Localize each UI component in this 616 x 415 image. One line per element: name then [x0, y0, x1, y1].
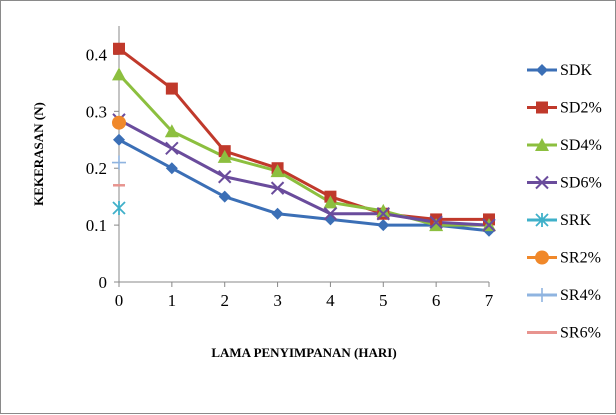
legend-label: SRK	[560, 212, 592, 229]
legend-marker	[536, 101, 548, 114]
x-axis-title: LAMA PENYIMPANAN (HARI)	[211, 345, 396, 360]
x-tick-label: 0	[115, 291, 124, 310]
legend-marker	[536, 64, 548, 76]
legend-item-sr6pct: SR6%	[527, 325, 601, 342]
data-point-sdk	[218, 190, 231, 203]
data-point-sd6pct	[429, 215, 443, 229]
data-point-srk	[112, 201, 126, 216]
y-tick-label: 0.3	[86, 102, 107, 121]
x-tick-label: 6	[432, 291, 441, 310]
y-axis-title: KEKERASAN (N)	[31, 102, 46, 206]
legend-item-srk: SRK	[527, 212, 592, 229]
x-tick-label: 4	[326, 291, 335, 310]
x-tick-label: 1	[168, 291, 177, 310]
legend-marker	[535, 175, 549, 190]
data-point-sd4pct	[376, 203, 391, 217]
legend-marker	[535, 250, 549, 265]
data-point-sd6pct	[270, 181, 285, 195]
legend-label: SD2%	[560, 100, 602, 117]
series-lines	[117, 47, 490, 233]
legend-item-sr2pct: SR2%	[527, 250, 601, 267]
legend: SDK SD2% SD4% SD6% SRK SR2% SR4% SR6%	[527, 62, 602, 342]
legend-label: SR6%	[560, 325, 601, 342]
y-tick-label: 0.4	[86, 45, 108, 64]
data-point-sd2pct	[113, 42, 125, 55]
x-tick-label: 7	[485, 291, 494, 310]
data-point-sdk	[113, 133, 125, 146]
data-point-sdk	[271, 207, 284, 220]
legend-item-sr4pct: SR4%	[527, 287, 601, 304]
legend-label: SR2%	[560, 250, 601, 267]
legend-label: SR4%	[560, 287, 601, 304]
x-tick-label: 5	[379, 291, 388, 310]
data-point-sd2pct	[165, 82, 178, 95]
data-point-sdk	[165, 162, 178, 175]
data-point-sd6pct	[218, 170, 232, 184]
x-tick-label: 3	[273, 291, 282, 310]
data-point-sd4pct	[323, 195, 338, 209]
data-point-sd4pct	[270, 164, 285, 178]
x-tick-labels: 0 1 2 3 4 5 6 7	[115, 291, 494, 310]
legend-label: SDK	[560, 62, 592, 79]
axes	[114, 26, 490, 287]
data-point-sd4pct	[112, 67, 126, 81]
data-point-sr4pct	[112, 155, 126, 170]
data-point-sd6pct	[376, 207, 390, 221]
legend-marker	[535, 138, 549, 151]
series-line-sd6pct	[118, 118, 490, 227]
legend-label: SD6%	[560, 175, 602, 192]
data-point-sr2pct	[112, 115, 126, 130]
legend-item-sdk: SDK	[527, 62, 592, 79]
x-tick-label: 2	[220, 291, 229, 310]
legend-item-sd6pct: SD6%	[527, 175, 602, 192]
series-markers	[112, 42, 496, 237]
data-point-sd6pct	[482, 218, 496, 232]
data-point-sd6pct	[165, 141, 179, 156]
y-tick-labels: 0 0.1 0.2 0.3 0.4	[86, 45, 108, 292]
legend-marker	[535, 288, 549, 302]
legend-item-sd2pct: SD2%	[527, 100, 602, 117]
legend-item-sd4pct: SD4%	[527, 137, 602, 154]
y-tick-label: 0	[99, 273, 108, 292]
data-point-sdk	[377, 219, 390, 232]
series-line-sd2pct	[118, 47, 489, 221]
y-tick-label: 0.2	[86, 159, 107, 178]
series-line-sdk	[118, 138, 490, 233]
data-point-sd4pct	[429, 218, 444, 232]
legend-marker	[535, 213, 549, 227]
series-line-sd4pct	[117, 73, 489, 227]
data-point-sd4pct	[217, 149, 232, 163]
data-point-sd4pct	[164, 124, 179, 138]
data-point-sd6pct	[323, 207, 338, 221]
legend-label: SD4%	[560, 137, 602, 154]
y-tick-label: 0.1	[86, 216, 107, 235]
